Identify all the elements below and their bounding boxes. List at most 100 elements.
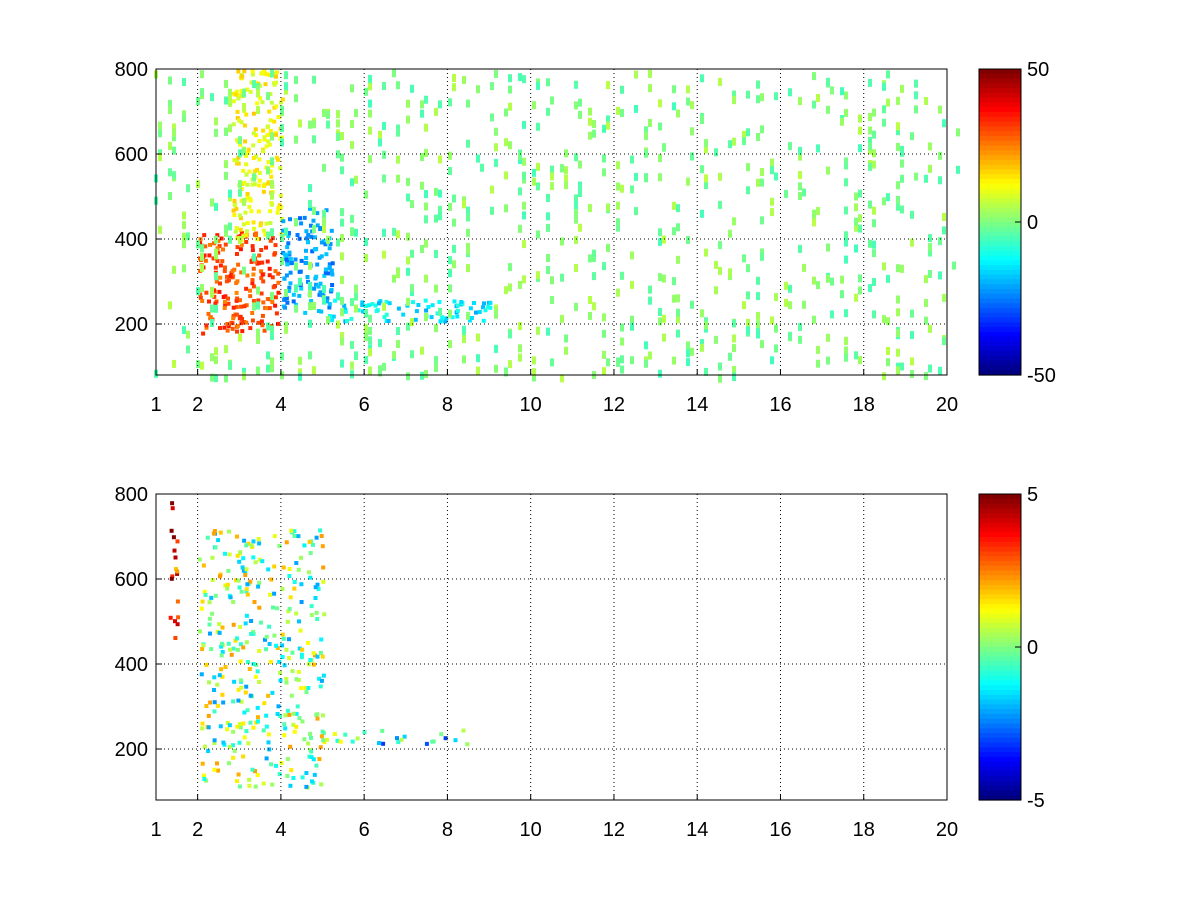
heatmap-cell: [244, 587, 249, 592]
heatmap-cell: [200, 299, 205, 303]
heatmap-cell: [309, 223, 313, 228]
heatmap-cell: [266, 92, 270, 101]
heatmap-cell: [267, 624, 272, 629]
heatmap-cell: [233, 203, 238, 208]
heatmap-cell: [208, 631, 212, 636]
heatmap-cell: [270, 291, 274, 300]
heatmap-cell: [308, 120, 312, 129]
heatmap-cell: [295, 704, 300, 709]
heatmap-cell: [200, 726, 205, 731]
heatmap-cell: [254, 233, 258, 238]
heatmap-cell: [214, 248, 218, 257]
heatmap-cell: [224, 96, 228, 105]
heatmap-cell: [218, 530, 223, 535]
heatmap-cell: [468, 306, 473, 311]
heatmap-cell: [215, 246, 220, 251]
heatmap-cell: [235, 252, 239, 256]
heatmap-cell: [216, 239, 221, 244]
heatmap-cell: [228, 189, 232, 198]
heatmap-cell: [273, 303, 278, 308]
heatmap-cell: [284, 647, 289, 652]
heatmap-cell: [620, 85, 624, 94]
heatmap-cell: [277, 543, 282, 548]
heatmap-cell: [266, 740, 271, 745]
heatmap-cell: [574, 201, 578, 209]
heatmap-cell: [928, 324, 932, 333]
heatmap-cell: [368, 348, 372, 357]
heatmap-cell: [602, 154, 606, 163]
heatmap-cell: [287, 712, 292, 717]
heatmap-cell: [236, 772, 241, 777]
heatmap-cell: [732, 373, 736, 381]
heatmap-cell: [210, 555, 215, 560]
colorbar-swatch: [979, 217, 1021, 223]
heatmap-cell: [223, 294, 228, 299]
heatmap-cell: [158, 225, 162, 234]
heatmap-cell: [658, 228, 662, 237]
heatmap-cell: [218, 724, 223, 729]
heatmap-cell: [746, 90, 750, 99]
heatmap-cell: [222, 306, 227, 310]
colorbar-swatch: [979, 685, 1021, 691]
heatmap-cell: [634, 207, 638, 216]
heatmap-cell: [658, 154, 662, 163]
heatmap-cell: [217, 630, 222, 635]
heatmap-cell: [226, 296, 230, 301]
heatmap-cell: [212, 738, 217, 743]
heatmap-cell: [283, 305, 287, 310]
heatmap-cell: [275, 646, 280, 650]
heatmap-cell: [368, 366, 372, 375]
heatmap-cell: [928, 164, 932, 173]
heatmap-cell: [704, 321, 708, 330]
heatmap-cell: [220, 641, 224, 646]
heatmap-cell: [263, 82, 268, 87]
heatmap-cell: [275, 70, 279, 75]
heatmap-cell: [202, 589, 207, 594]
heatmap-cell: [718, 241, 722, 250]
heatmap-cell: [630, 322, 634, 331]
heatmap-cell: [244, 162, 249, 167]
heatmap-cell: [266, 166, 270, 175]
heatmap-cell: [322, 224, 326, 233]
heatmap-cell: [172, 548, 177, 553]
heatmap-cell: [262, 135, 267, 140]
heatmap-cell: [250, 281, 255, 286]
colorbar-swatch: [979, 245, 1021, 252]
heatmap-cell: [277, 203, 282, 208]
heatmap-cell: [770, 158, 774, 167]
heatmap-cell: [732, 334, 736, 343]
heatmap-cell: [272, 633, 277, 638]
heatmap-cell: [858, 224, 862, 233]
heatmap-cell: [257, 580, 262, 585]
heatmap-cell: [256, 715, 260, 720]
heatmap-cell: [226, 641, 231, 646]
heatmap-cell: [239, 198, 244, 203]
heatmap-cell: [256, 719, 260, 724]
heatmap-cell: [267, 297, 272, 302]
heatmap-cell: [690, 101, 694, 110]
heatmap-cell: [350, 370, 354, 379]
heatmap-cell: [265, 72, 270, 77]
heatmap-cell: [840, 290, 844, 299]
colorbar-swatch: [979, 116, 1021, 123]
heatmap-cell: [182, 78, 186, 86]
heatmap-cell: [200, 647, 205, 651]
heatmap-cell: [257, 183, 262, 188]
heatmap-cell: [896, 127, 900, 136]
heatmap-cell: [606, 203, 610, 212]
heatmap-cell: [424, 95, 428, 104]
colorbar-swatch: [979, 250, 1021, 257]
heatmap-cell: [172, 128, 176, 137]
heatmap-cell: [242, 266, 246, 275]
heatmap-cell: [854, 203, 858, 212]
heatmap-cell: [274, 763, 278, 768]
heatmap-cell: [300, 775, 305, 780]
heatmap-cell: [244, 153, 249, 158]
heatmap-cell: [216, 538, 221, 543]
heatmap-cell: [234, 298, 239, 303]
x-tick-label: 8: [442, 819, 453, 841]
heatmap-cell: [223, 299, 227, 304]
colorbar-swatch: [979, 517, 1021, 524]
heatmap-cell: [182, 114, 186, 122]
heatmap-cell: [508, 360, 512, 369]
